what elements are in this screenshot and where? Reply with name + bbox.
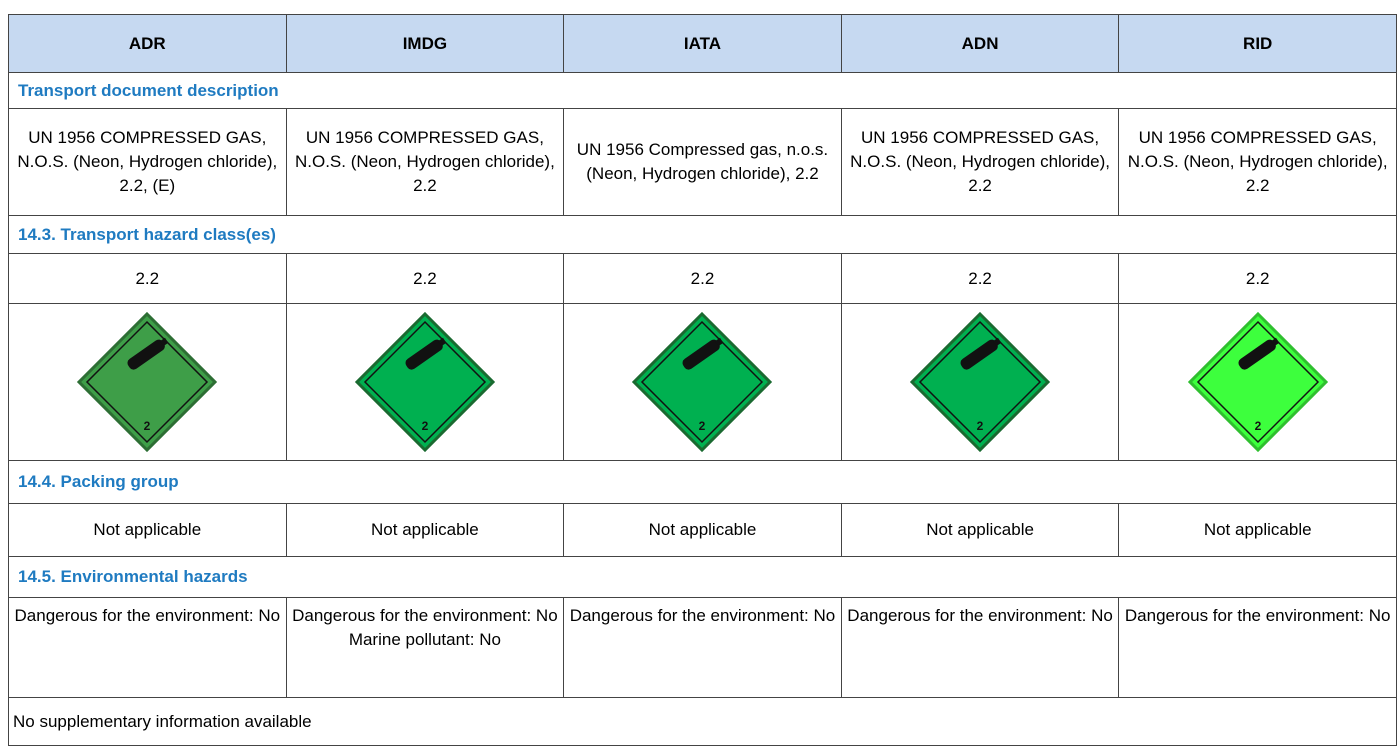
diamond-border (86, 320, 209, 444)
cell: Dangerous for the environment: No Marine … (285, 597, 565, 698)
cell: 2.2 (563, 253, 842, 304)
gas-cylinder (127, 337, 169, 370)
gas-cylinder (682, 337, 724, 370)
cell-line: Dangerous for the environment: No (569, 606, 836, 625)
pictogram-label: 2 (1254, 419, 1261, 433)
cell: Not applicable (563, 503, 842, 557)
hazard-pictogram: 2 (910, 312, 1051, 452)
pictogram-cell: 2 (285, 303, 565, 461)
section-title: 14.3. Transport hazard class(es) (8, 215, 1397, 254)
section-title: 14.4. Packing group (8, 460, 1397, 504)
cell: UN 1956 COMPRESSED GAS, N.O.S. (Neon, Hy… (840, 108, 1120, 216)
hazard-pictogram: 2 (354, 312, 495, 452)
cell: Dangerous for the environment: No (563, 597, 842, 698)
hazard-pictogram: 2 (632, 312, 773, 452)
hazard-pictogram: 2 (1187, 312, 1328, 452)
pictogram-label: 2 (699, 419, 706, 433)
supplementary-info: No supplementary information available (8, 697, 1397, 746)
cell: UN 1956 Compressed gas, n.o.s. (Neon, Hy… (563, 108, 842, 216)
cell: Dangerous for the environment: No (840, 597, 1120, 698)
table-row: 14.5. Environmental hazards (8, 556, 1397, 598)
section-title: 14.5. Environmental hazards (8, 556, 1397, 598)
cell: Not applicable (1118, 503, 1397, 557)
pictogram-label: 2 (422, 419, 429, 433)
cell: Dangerous for the environment: No (8, 597, 287, 698)
cell: Dangerous for the environment: No (1118, 597, 1397, 698)
pictogram-cell: 2 (1118, 303, 1397, 461)
cell-line: Dangerous for the environment: No (847, 606, 1113, 625)
table-row: 2.2 2.2 2.2 2.2 2.2 (8, 253, 1397, 304)
diamond (354, 312, 495, 452)
cell: Not applicable (8, 503, 287, 557)
cell: 2.2 (285, 253, 565, 304)
gas-cylinder (405, 337, 447, 370)
pictogram-cell: 2 (8, 303, 287, 461)
table-row: 14.3. Transport hazard class(es) (8, 215, 1397, 254)
pictogram-label: 2 (977, 419, 984, 433)
column-header: RID (1118, 14, 1397, 73)
transport-table: ADR IMDG IATA ADN RID Transport document desc… (8, 14, 1397, 746)
column-header: ADR (8, 14, 287, 73)
column-header: IATA (563, 14, 842, 73)
hazard-pictogram: 2 (77, 312, 218, 452)
gas-cylinder (960, 337, 1002, 370)
table-row: ADR IMDG IATA ADN RID (8, 14, 1397, 73)
column-header: IMDG (285, 14, 565, 73)
diamond-border (919, 320, 1042, 444)
diamond (910, 312, 1051, 452)
table-row: UN 1956 COMPRESSED GAS, N.O.S. (Neon, Hy… (8, 108, 1397, 216)
diamond (1187, 312, 1328, 452)
cell: UN 1956 COMPRESSED GAS, N.O.S. (Neon, Hy… (285, 108, 565, 216)
diamond-border (363, 320, 486, 444)
diamond-border (1196, 320, 1319, 444)
table-row: Not applicable Not applicable Not applicab… (8, 503, 1397, 557)
table-row: 2 2 2 2 2 (8, 303, 1397, 461)
cell-line: Dangerous for the environment: No (292, 606, 558, 625)
section-title: Transport document description (8, 72, 1397, 109)
cell: UN 1956 COMPRESSED GAS, N.O.S. (Neon, Hy… (1118, 108, 1397, 216)
pictogram-cell: 2 (563, 303, 842, 461)
table-row: No supplementary information available (8, 697, 1397, 746)
cell-line: Dangerous for the environment: No (14, 606, 281, 625)
cell: 2.2 (8, 253, 287, 304)
cell-line: Dangerous for the environment: No (1124, 606, 1391, 625)
cell: UN 1956 COMPRESSED GAS, N.O.S. (Neon, Hy… (8, 108, 287, 216)
cell: Not applicable (840, 503, 1120, 557)
diamond-border (641, 320, 764, 444)
column-header: ADN (840, 14, 1120, 73)
pictogram-cell: 2 (840, 303, 1120, 461)
cell: Not applicable (285, 503, 565, 557)
cell: 2.2 (840, 253, 1120, 304)
table-row: 14.4. Packing group (8, 460, 1397, 504)
diamond (77, 312, 218, 452)
gas-cylinder (1238, 337, 1280, 370)
table-row: Transport document description (8, 72, 1397, 109)
table-row: Dangerous for the environment: No Dangero… (8, 597, 1397, 698)
cell-line: Marine pollutant: No (348, 630, 501, 649)
diamond (632, 312, 773, 452)
cell: 2.2 (1118, 253, 1397, 304)
pictogram-label: 2 (144, 419, 151, 433)
